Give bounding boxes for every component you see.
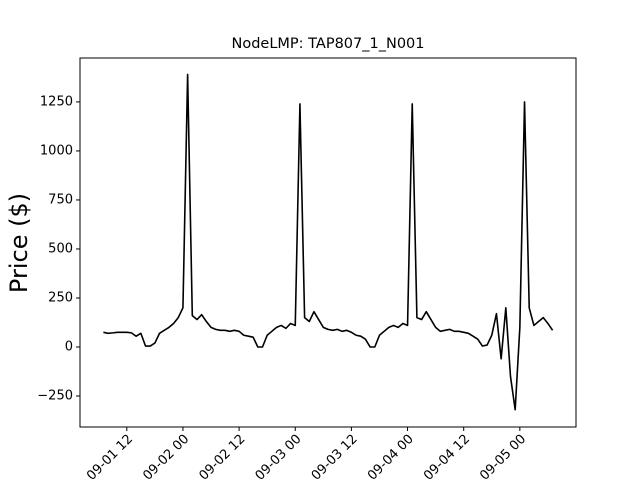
- series-line: [103, 73, 554, 411]
- x-tick-label: 09-03 12: [309, 432, 361, 480]
- x-tick-label: 09-04 00: [365, 432, 417, 480]
- x-tick-label: 09-05 00: [477, 432, 529, 480]
- plot-frame: [79, 57, 577, 428]
- y-tick-label: 750: [48, 192, 73, 207]
- y-tick-label: 1000: [40, 143, 73, 158]
- x-tick-label: 09-03 00: [253, 432, 305, 480]
- y-tick-label: 500: [48, 241, 73, 256]
- y-tick-label: 250: [48, 290, 73, 305]
- x-tick-label: 09-01 12: [84, 432, 136, 480]
- y-tick-label: 0: [65, 340, 73, 355]
- x-tick-label: 09-04 12: [421, 432, 473, 480]
- x-tick-label: 09-02 12: [196, 432, 248, 480]
- y-axis-label: Price ($): [5, 193, 33, 293]
- y-tick-label: 1250: [40, 94, 73, 109]
- y-tick-label: −250: [37, 389, 73, 404]
- chart-title: NodeLMP: TAP807_1_N001: [232, 36, 425, 52]
- x-tick-label: 09-02 00: [140, 432, 192, 480]
